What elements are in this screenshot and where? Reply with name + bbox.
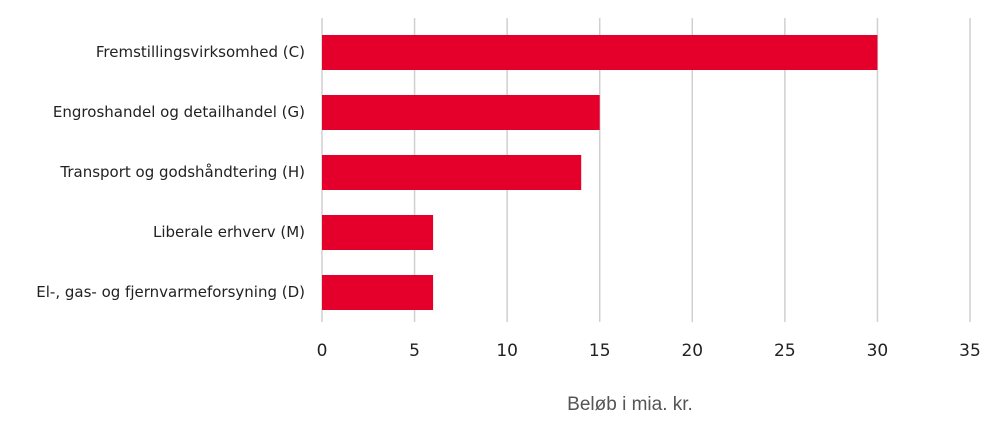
- x-tick-label: 20: [681, 341, 703, 361]
- x-tick-label: 35: [959, 341, 981, 361]
- bar: [322, 275, 434, 310]
- x-tick-label: 15: [589, 341, 611, 361]
- y-tick-label: El-, gas- og fjernvarmeforsyning (D): [36, 283, 305, 301]
- bar: [322, 35, 878, 70]
- y-tick-label: Transport og godshåndtering (H): [59, 163, 305, 181]
- y-tick-label: Engroshandel og detailhandel (G): [53, 103, 305, 121]
- x-tick-label: 0: [317, 341, 328, 361]
- bar: [322, 95, 600, 130]
- x-tick-label: 30: [867, 341, 889, 361]
- y-tick-label: Liberale erhverv (M): [153, 223, 305, 241]
- x-axis-title: Beløb i mia. kr.: [567, 394, 693, 415]
- y-tick-label: Fremstillingsvirksomhed (C): [96, 43, 305, 61]
- bar: [322, 215, 434, 250]
- x-tick-label: 5: [409, 341, 420, 361]
- bar: [322, 155, 582, 190]
- x-tick-label: 10: [496, 341, 518, 361]
- x-tick-label: 25: [774, 341, 796, 361]
